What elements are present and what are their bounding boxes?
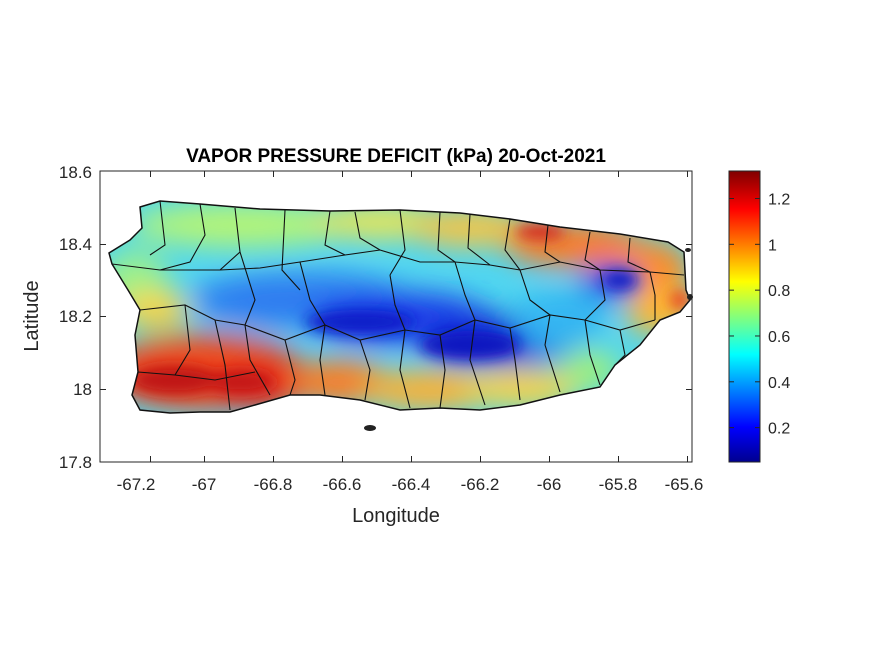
y-axis-label: Latitude (21, 280, 43, 351)
colorbar (728, 170, 761, 463)
x-tick-label: -66.4 (392, 475, 431, 494)
y-tick-label: 18.6 (59, 163, 92, 182)
chart-title: VAPOR PRESSURE DEFICIT (kPa) 20-Oct-2021 (186, 146, 606, 167)
y-tick-label: 18.4 (59, 235, 92, 254)
colorbar-tick-label: 0.6 (768, 329, 790, 346)
y-tick-label: 18.2 (59, 307, 92, 326)
municipality-boundaries (111, 200, 685, 411)
colorbar-tick-label: 0.8 (768, 283, 790, 300)
y-tick-label: 18 (73, 380, 92, 399)
x-tick-label: -65.8 (599, 475, 638, 494)
y-tick-marks (100, 244, 692, 390)
x-tick-label: -66.6 (323, 475, 362, 494)
colorbar-ticks: 0.2 0.4 0.6 0.8 1 1.2 (729, 191, 790, 438)
x-axis-label: Longitude (352, 505, 440, 527)
x-tick-label: -67.2 (117, 475, 156, 494)
colorbar-tick-label: 0.2 (768, 421, 790, 438)
offshore-islets (364, 248, 693, 431)
x-tick-label: -66.8 (254, 475, 293, 494)
colorbar-tick-label: 1 (768, 237, 777, 254)
colorbar-tick-label: 0.4 (768, 375, 790, 392)
x-tick-marks (150, 171, 688, 462)
colorbar-tick-label: 1.2 (768, 191, 790, 208)
x-tick-label: -66.2 (461, 475, 500, 494)
x-tick-label: -65.6 (665, 475, 704, 494)
x-tick-label: -66 (537, 475, 562, 494)
y-tick-label: 17.8 (59, 453, 92, 472)
x-tick-label: -67 (192, 475, 217, 494)
